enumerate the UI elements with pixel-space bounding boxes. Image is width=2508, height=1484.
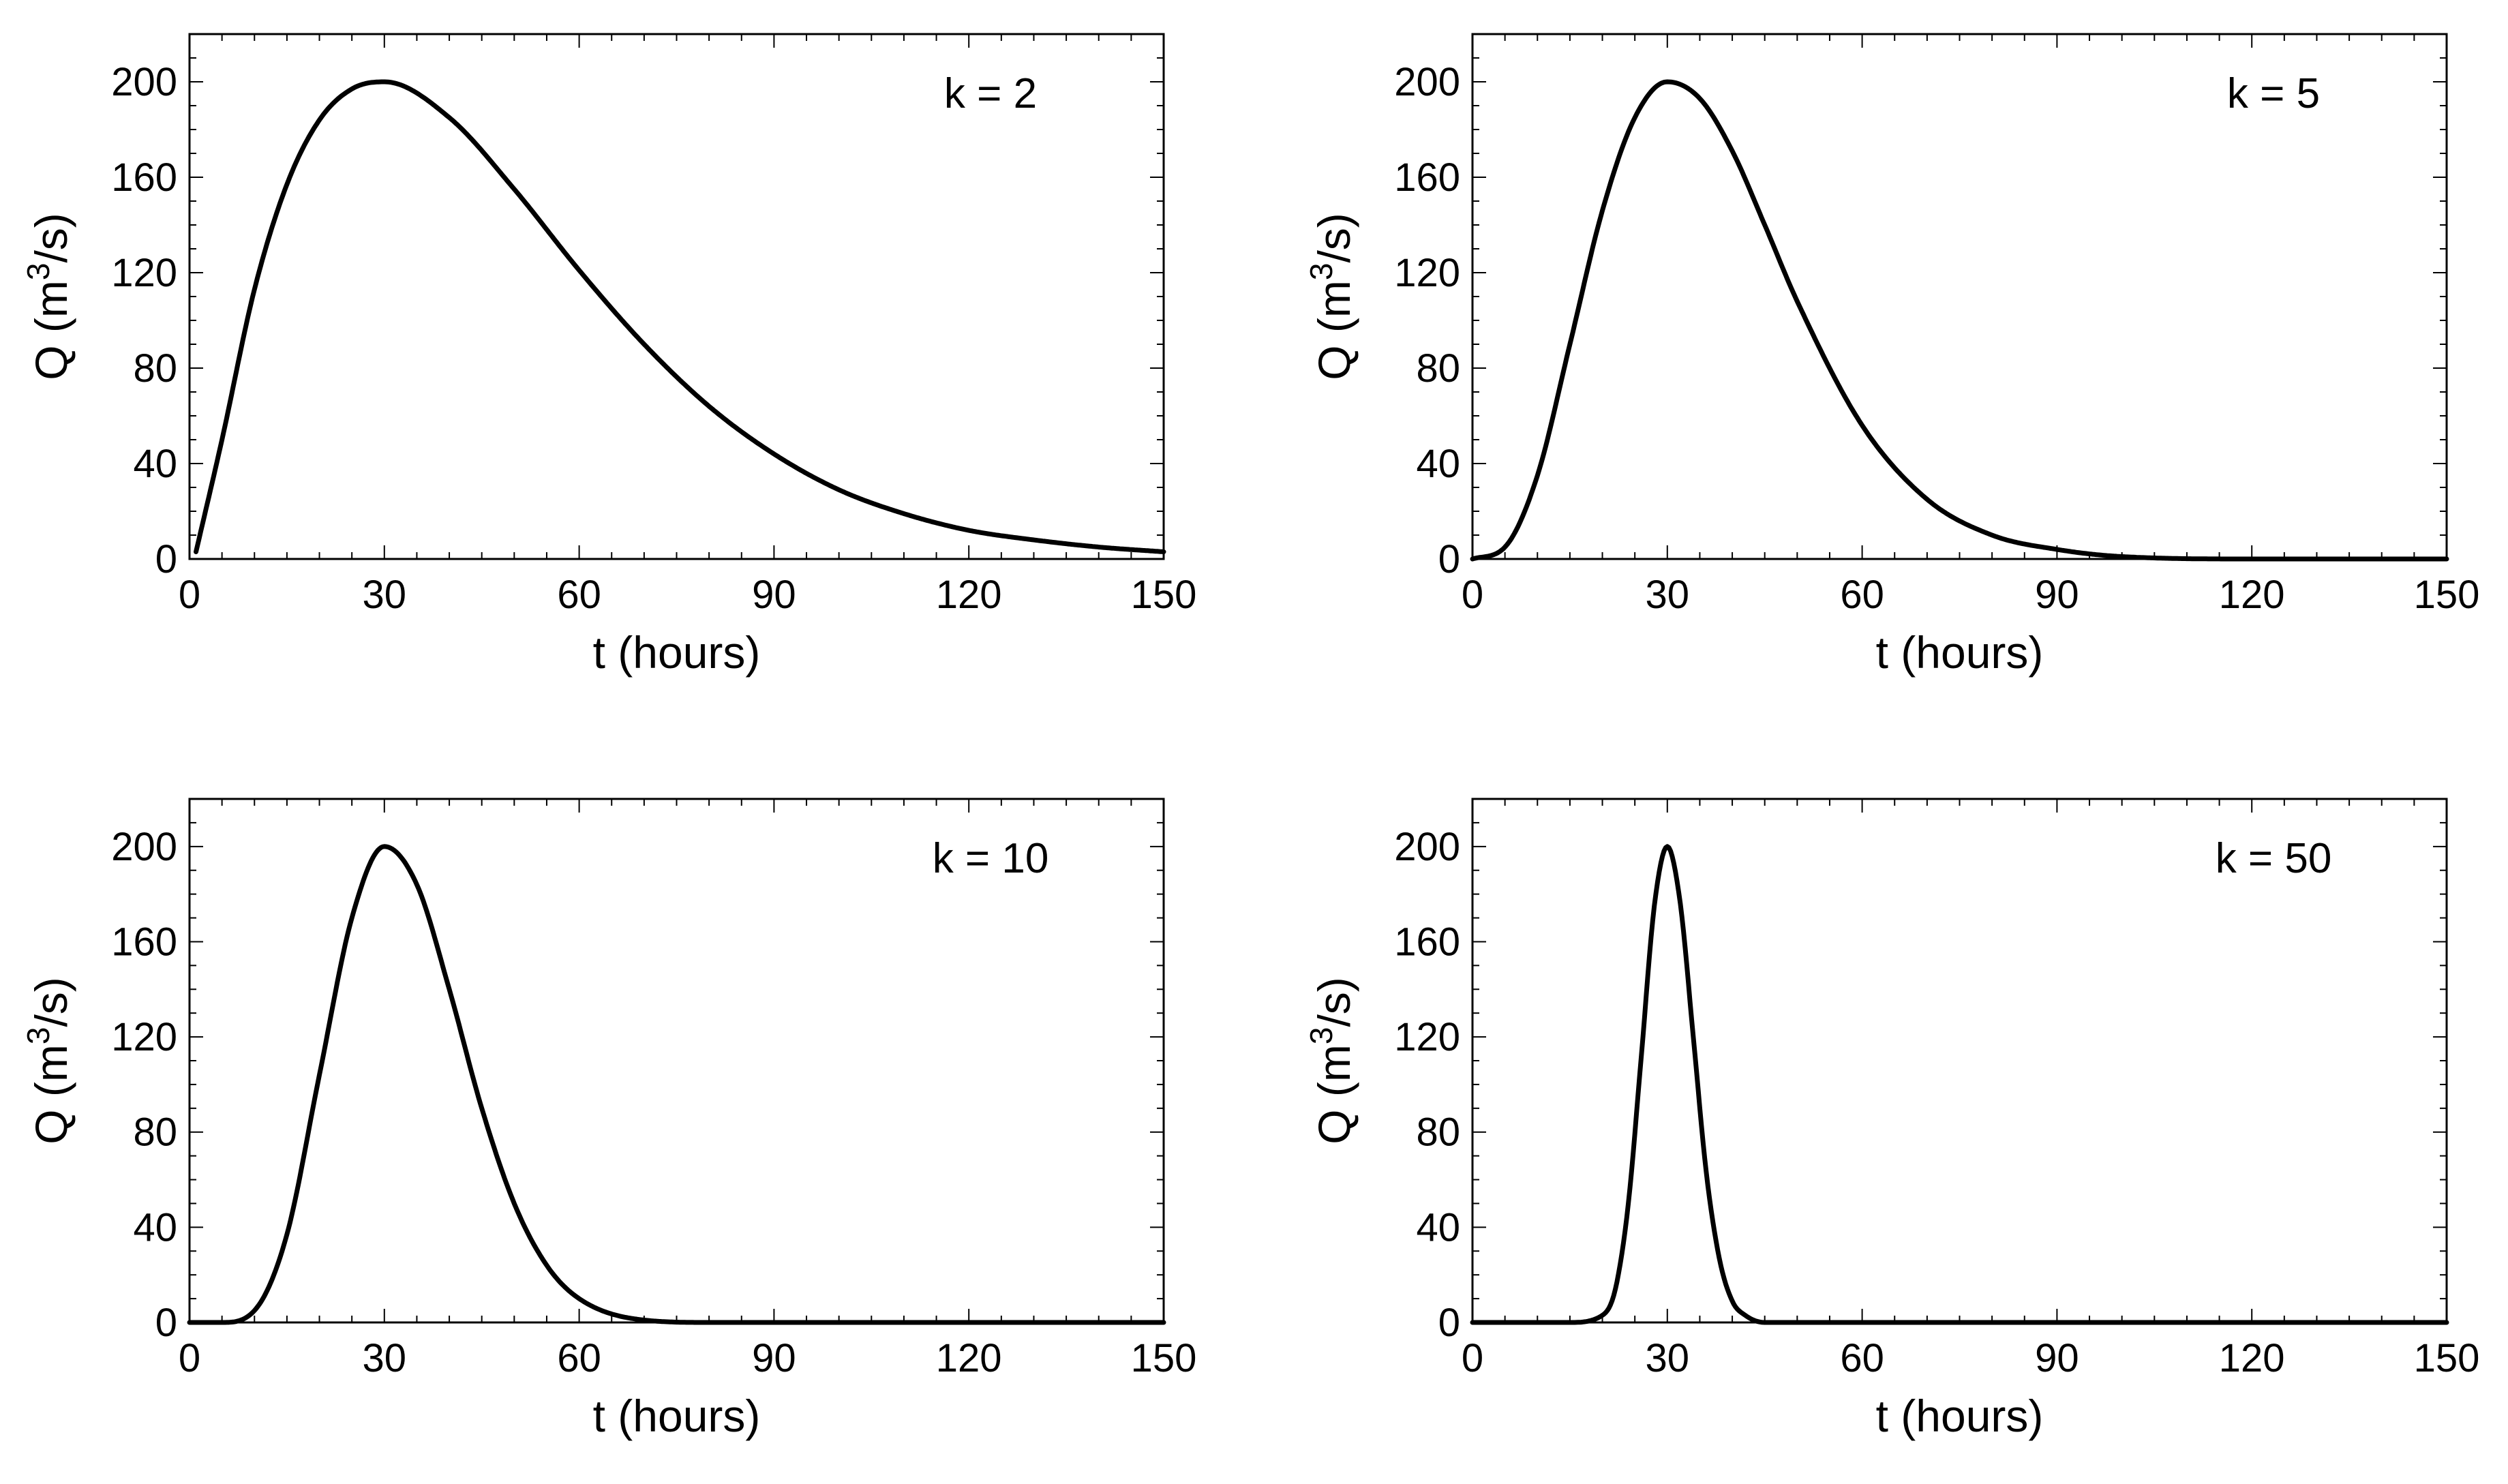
y-axis-label-tail: /s)	[1309, 977, 1359, 1027]
y-axis-label-tail: /s)	[26, 213, 76, 262]
y-tick-label: 0	[155, 1301, 177, 1345]
series-line	[194, 79, 1166, 554]
x-tick-label: 60	[557, 1336, 601, 1380]
y-tick-label: 120	[111, 251, 177, 295]
y-tick-label: 200	[1394, 825, 1460, 869]
y-tick-label: 40	[133, 1205, 177, 1250]
minor-ticks	[189, 33, 1164, 560]
x-tick-label: 120	[936, 573, 1002, 617]
y-tick-label: 0	[1438, 1301, 1460, 1345]
x-axis-label: t (hours)	[593, 627, 761, 678]
series-line	[1470, 79, 2449, 562]
x-axis-label: t (hours)	[1876, 1391, 2044, 1441]
y-tick-label: 200	[111, 825, 177, 869]
x-tick-label: 150	[2414, 1336, 2480, 1380]
y-axis-label-tail: /s)	[26, 977, 76, 1027]
x-tick-label: 30	[1646, 1336, 1690, 1380]
x-tick-label: 150	[1131, 1336, 1197, 1380]
y-axis-label-base: Q (m	[1309, 280, 1359, 380]
y-axis-label-superscript: 3	[20, 1027, 56, 1045]
x-axis-label: t (hours)	[1876, 627, 2044, 678]
k-annotation: k = 2	[944, 70, 1037, 117]
x-tick-label: 90	[2035, 1336, 2079, 1380]
x-tick-label: 0	[1462, 573, 1483, 617]
y-tick-label: 80	[1416, 1110, 1460, 1155]
series-line	[1470, 844, 2449, 1325]
x-tick-label: 120	[2219, 1336, 2285, 1380]
y-tick-label: 80	[1416, 346, 1460, 391]
y-tick-label: 40	[133, 442, 177, 486]
x-tick-label: 150	[1131, 573, 1197, 617]
y-tick-label: 80	[133, 346, 177, 391]
y-axis-label: Q (m3/s)	[1303, 977, 1359, 1145]
x-tick-label: 30	[1646, 573, 1690, 617]
y-tick-label: 160	[111, 920, 177, 964]
x-tick-label: 0	[179, 573, 200, 617]
x-tick-label: 60	[1840, 1336, 1884, 1380]
y-axis-label-superscript: 3	[1303, 1027, 1339, 1045]
chart-panel-k10: 0 30 60 90 120 150 0 40 80 120 160 200 t (hours) Q (m…	[20, 798, 1197, 1441]
k-annotation: k = 5	[2227, 70, 2320, 117]
chart-panel-k2: 0 30 60 90 120 150 0 40 80 120 160 200 t (hours) Q (m…	[20, 33, 1197, 678]
y-tick-label: 160	[1394, 920, 1460, 964]
x-tick-label: 30	[363, 573, 407, 617]
k-annotation: k = 50	[2216, 835, 2332, 882]
y-axis-label-superscript: 3	[20, 263, 56, 281]
y-tick-label: 160	[111, 155, 177, 200]
y-tick-label: 0	[1438, 537, 1460, 581]
y-tick-label: 0	[155, 537, 177, 581]
series-line	[187, 844, 1166, 1325]
chart-panel-k50: 0 30 60 90 120 150 0 40 80 120 160 200 t (hours) Q (m…	[1303, 798, 2480, 1441]
x-axis-label: t (hours)	[593, 1391, 761, 1441]
x-tick-label: 120	[936, 1336, 1002, 1380]
x-tick-label: 30	[363, 1336, 407, 1380]
y-tick-label: 80	[133, 1110, 177, 1155]
y-tick-label: 120	[1394, 251, 1460, 295]
k-annotation: k = 10	[933, 835, 1049, 882]
y-axis-label-base: Q (m	[26, 1044, 76, 1145]
x-tick-label: 90	[2035, 573, 2079, 617]
x-tick-label: 0	[179, 1336, 200, 1380]
y-axis-label: Q (m3/s)	[20, 977, 76, 1145]
x-tick-label: 90	[752, 1336, 796, 1380]
y-tick-label: 120	[111, 1015, 177, 1059]
minor-ticks	[189, 798, 1164, 1323]
y-axis-label-base: Q (m	[1309, 1044, 1359, 1145]
y-axis-label-superscript: 3	[1303, 263, 1339, 281]
x-tick-label: 60	[557, 573, 601, 617]
y-tick-label: 160	[1394, 155, 1460, 200]
y-axis-label-base: Q (m	[26, 280, 76, 380]
y-tick-label: 40	[1416, 1205, 1460, 1250]
y-tick-label: 200	[1394, 60, 1460, 104]
y-tick-label: 120	[1394, 1015, 1460, 1059]
chart-panel-k5: 0 30 60 90 120 150 0 40 80 120 160 200 t (hours) Q (m…	[1303, 33, 2480, 678]
y-tick-label: 40	[1416, 442, 1460, 486]
x-tick-label: 60	[1840, 573, 1884, 617]
y-axis-label: Q (m3/s)	[20, 213, 76, 380]
x-tick-label: 0	[1462, 1336, 1483, 1380]
x-tick-label: 120	[2219, 573, 2285, 617]
y-tick-label: 200	[111, 60, 177, 104]
y-axis-label: Q (m3/s)	[1303, 213, 1359, 380]
y-axis-label-tail: /s)	[1309, 213, 1359, 262]
x-tick-label: 90	[752, 573, 796, 617]
x-tick-label: 150	[2414, 573, 2480, 617]
